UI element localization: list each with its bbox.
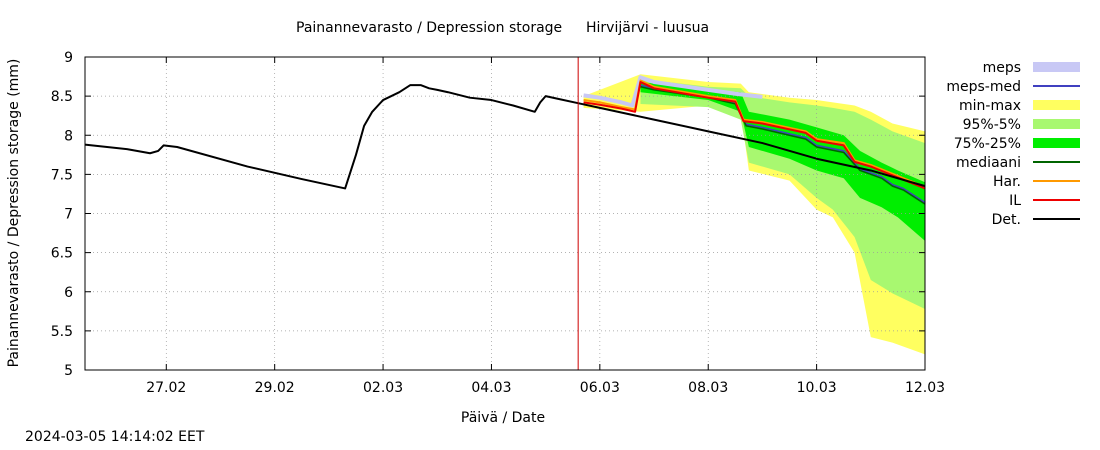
y-tick-label: 7.5	[51, 167, 73, 183]
timestamp: 2024-03-05 14:14:02 EET	[25, 429, 205, 445]
y-axis-label: Painannevarasto / Depression storage (mm…	[6, 59, 22, 368]
legend-label: IL	[1009, 193, 1021, 209]
x-tick-label: 08.03	[688, 380, 728, 396]
station-name: Hirvijärvi - luusua	[586, 20, 709, 36]
legend-label: mediaani	[956, 155, 1021, 171]
x-tick-label: 27.02	[146, 380, 186, 396]
legend-label: meps-med	[946, 79, 1021, 95]
legend-swatch	[1033, 100, 1080, 110]
series-meps	[583, 75, 763, 108]
lines-layer	[84, 57, 926, 370]
ticks-layer: 5 5.5 6 6.5 7 7.5 8 8.5 9 27.02 29.02 02.03 04.03 06.…	[51, 50, 945, 396]
legend-swatch	[1033, 138, 1080, 148]
x-tick-label: 04.03	[471, 380, 511, 396]
x-tick-label: 10.03	[797, 380, 837, 396]
legend-label: min-max	[959, 98, 1021, 114]
legend-label: Har.	[993, 174, 1021, 190]
y-tick-label: 5	[64, 363, 73, 379]
y-tick-label: 7	[64, 207, 73, 223]
y-tick-label: 6.5	[51, 246, 73, 262]
legend-label: Det.	[992, 212, 1021, 228]
legend-label: 75%-25%	[954, 136, 1021, 152]
legend-swatch	[1033, 62, 1080, 72]
x-tick-label: 02.03	[363, 380, 403, 396]
legend-swatch	[1033, 119, 1080, 129]
legend: meps meps-med min-max 95%-5% 75%-25% mediaani…	[946, 60, 1080, 228]
x-tick-label: 12.03	[905, 380, 945, 396]
series-il	[583, 81, 926, 190]
y-tick-label: 6	[64, 285, 73, 301]
y-tick-label: 8.5	[51, 89, 73, 105]
x-tick-label: 06.03	[580, 380, 620, 396]
legend-label: meps	[983, 60, 1021, 76]
series-det	[84, 84, 926, 190]
chart-title: Painannevarasto / Depression storage	[296, 20, 562, 36]
band-95-5	[640, 78, 925, 309]
y-tick-label: 5.5	[51, 324, 73, 340]
y-tick-label: 8	[64, 128, 73, 144]
x-tick-label: 29.02	[255, 380, 295, 396]
x-axis-label: Päivä / Date	[461, 410, 545, 426]
band-75-25	[640, 82, 925, 241]
series-har	[583, 79, 926, 188]
legend-label: 95%-5%	[963, 117, 1021, 133]
y-tick-label: 9	[64, 50, 73, 66]
